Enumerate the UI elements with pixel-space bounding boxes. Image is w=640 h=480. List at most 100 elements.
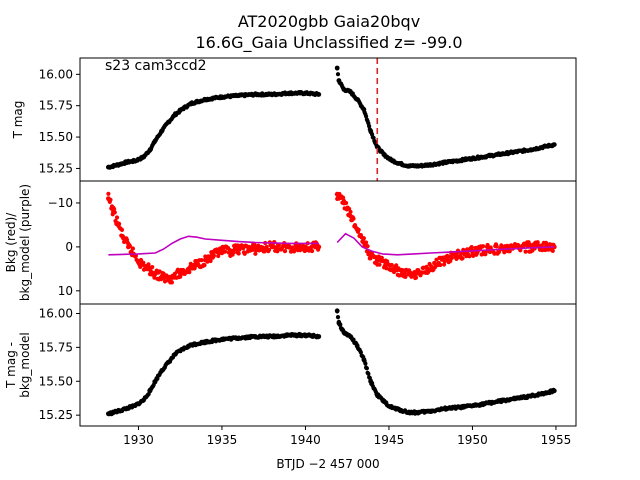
data-point: [202, 257, 208, 263]
data-point: [406, 410, 412, 415]
data-point: [336, 78, 342, 83]
data-point: [540, 391, 545, 396]
data-point: [124, 406, 130, 411]
y-tick-label: −10: [48, 196, 73, 210]
data-point: [172, 112, 178, 117]
data-point-fill: [413, 275, 419, 280]
panel-frame: [79, 303, 577, 427]
data-point: [189, 342, 195, 348]
data-point: [348, 89, 353, 95]
data-point-fill: [282, 249, 288, 254]
data-point: [253, 246, 258, 252]
data-point: [495, 399, 500, 404]
data-point: [181, 105, 186, 111]
data-point: [166, 359, 171, 365]
data-point: [445, 159, 450, 165]
data-point-fill: [351, 337, 356, 342]
data-point: [189, 100, 195, 106]
data-point-fill: [394, 263, 399, 268]
data-point: [116, 222, 121, 228]
data-point: [139, 262, 145, 267]
data-point-fill: [403, 274, 408, 279]
data-point-fill: [550, 248, 555, 253]
data-point: [141, 397, 146, 403]
data-point: [121, 235, 126, 241]
data-point: [303, 90, 308, 96]
data-point-fill: [335, 72, 341, 77]
data-point-fill: [178, 274, 183, 279]
data-point: [425, 266, 430, 272]
data-point: [383, 262, 388, 267]
data-point: [354, 343, 360, 349]
data-point: [416, 410, 422, 415]
data-point-fill: [106, 191, 111, 196]
data-point: [211, 253, 217, 259]
data-point: [381, 399, 387, 404]
panel-plot-area: [106, 308, 557, 417]
data-point: [399, 270, 405, 276]
data-point: [316, 92, 322, 97]
y-tick-label: 15.25: [39, 161, 73, 175]
data-point: [511, 149, 517, 155]
panel-frame: [79, 57, 577, 182]
chart-title-line-1: AT2020gbb Gaia20bqv: [238, 12, 420, 31]
x-tick-label: 1945: [374, 433, 405, 447]
data-point: [152, 378, 158, 384]
data-point: [169, 275, 175, 280]
data-point-fill: [252, 242, 257, 247]
data-point: [495, 152, 500, 158]
data-point: [478, 154, 484, 160]
data-point: [219, 336, 225, 342]
data-point-fill: [150, 265, 155, 270]
data-point: [106, 411, 111, 417]
data-point: [202, 97, 208, 102]
data-point: [334, 65, 340, 71]
y-tick-label: 15.75: [39, 99, 73, 113]
x-tick-label: 1930: [123, 433, 154, 447]
data-point: [147, 147, 153, 153]
data-point: [236, 335, 242, 341]
data-point: [177, 270, 183, 276]
data-point: [381, 152, 387, 158]
data-point: [132, 158, 138, 164]
data-point: [202, 339, 208, 345]
panel-frame: [79, 180, 577, 305]
x-tick-label: 1950: [457, 433, 488, 447]
sector-camera-annotation: s23 cam3ccd2: [105, 58, 207, 74]
data-point: [511, 396, 517, 402]
data-point-fill: [377, 262, 382, 267]
data-point: [334, 308, 340, 314]
data-point: [441, 257, 447, 263]
data-point-fill: [367, 124, 372, 129]
data-point: [106, 164, 111, 170]
data-point-fill: [130, 246, 135, 251]
series-line-2: [108, 232, 555, 256]
data-point-fill: [363, 361, 368, 366]
data-point-fill: [309, 244, 314, 249]
data-point: [152, 270, 158, 276]
panel-1: 15.25 15.50 15.75 16.00 T mag: [11, 57, 577, 182]
data-point: [159, 128, 165, 134]
data-point: [106, 196, 111, 202]
data-point: [428, 408, 434, 414]
data-point: [408, 270, 414, 276]
data-point-fill: [199, 258, 204, 263]
data-point: [461, 157, 467, 163]
data-point-fill: [335, 315, 341, 320]
y-axis-label: Bkg (red)/: [4, 212, 18, 273]
y-tick-label: 15.75: [39, 340, 73, 354]
data-point: [132, 403, 138, 409]
data-point: [374, 257, 380, 263]
data-point: [396, 161, 402, 166]
data-point: [416, 163, 422, 169]
data-point-fill: [469, 245, 474, 250]
data-point: [348, 213, 353, 219]
data-point: [269, 92, 275, 97]
y-tick-label: 16.00: [39, 67, 73, 81]
data-point: [186, 266, 192, 272]
data-point: [219, 248, 225, 254]
y-tick-label: 16.00: [39, 306, 73, 320]
data-point: [316, 334, 322, 339]
data-point-fill: [358, 350, 363, 355]
